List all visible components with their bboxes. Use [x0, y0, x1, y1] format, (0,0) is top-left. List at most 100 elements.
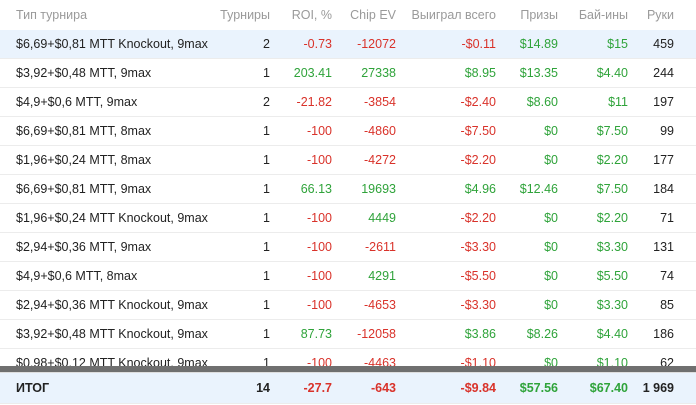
cell-prizes: $8.60 [496, 87, 558, 117]
table-body: $6,69+$0,81 MTT Knockout, 9max 2 -0.73 -120… [0, 30, 696, 378]
cell-chip-ev: -4653 [332, 290, 396, 320]
cell-won-total: -$2.40 [396, 87, 496, 117]
cell-prizes: $0 [496, 232, 558, 262]
horizontal-scrollbar[interactable] [0, 366, 696, 372]
cell-prizes: $13.35 [496, 58, 558, 88]
cell-chip-ev: -4860 [332, 116, 396, 146]
cell-tournaments: 1 [212, 232, 270, 262]
cell-roi: -100 [270, 116, 332, 146]
cell-hands: 131 [628, 232, 696, 262]
cell-buyins: $11 [558, 87, 628, 117]
totals-won-total: -$9.84 [396, 372, 496, 404]
cell-buyins: $4.40 [558, 58, 628, 88]
cell-tournaments: 1 [212, 290, 270, 320]
col-header-tournaments[interactable]: Турниры [220, 8, 270, 22]
cell-buyins: $15 [558, 30, 628, 59]
col-header-roi[interactable]: ROI, % [291, 8, 332, 22]
cell-won-total: -$5.50 [396, 261, 496, 291]
cell-hands: 184 [628, 174, 696, 204]
cell-chip-ev: 27338 [332, 58, 396, 88]
cell-hands: 186 [628, 319, 696, 349]
cell-roi: -100 [270, 232, 332, 262]
cell-roi: 87.73 [270, 319, 332, 349]
cell-tournaments: 1 [212, 145, 270, 175]
totals-chip-ev: -643 [332, 372, 396, 404]
cell-type: $6,69+$0,81 MTT, 8max [0, 116, 212, 146]
cell-buyins: $3.30 [558, 290, 628, 320]
table-row[interactable]: $4,9+$0,6 MTT, 8max 1 -100 4291 -$5.50 $0 $5.5… [0, 261, 696, 291]
cell-buyins: $2.20 [558, 203, 628, 233]
cell-type: $1,96+$0,24 MTT Knockout, 9max [0, 203, 212, 233]
cell-chip-ev: 19693 [332, 174, 396, 204]
cell-hands: 74 [628, 261, 696, 291]
cell-prizes: $12.46 [496, 174, 558, 204]
cell-tournaments: 2 [212, 87, 270, 117]
cell-prizes: $0 [496, 290, 558, 320]
cell-buyins: $3.30 [558, 232, 628, 262]
cell-buyins: $4.40 [558, 319, 628, 349]
cell-chip-ev: -3854 [332, 87, 396, 117]
cell-type: $1,96+$0,24 MTT, 8max [0, 145, 212, 175]
table-row[interactable]: $6,69+$0,81 MTT Knockout, 9max 2 -0.73 -120… [0, 30, 696, 59]
totals-label: ИТОГ [0, 372, 212, 404]
cell-buyins: $2.20 [558, 145, 628, 175]
totals-hands: 1 969 [628, 372, 696, 404]
col-header-prizes[interactable]: Призы [520, 8, 558, 22]
cell-prizes: $0 [496, 145, 558, 175]
cell-chip-ev: -12058 [332, 319, 396, 349]
cell-hands: 85 [628, 290, 696, 320]
cell-type: $2,94+$0,36 MTT, 9max [0, 232, 212, 262]
col-header-won-total[interactable]: Выиграл всего [411, 8, 496, 22]
cell-buyins: $7.50 [558, 174, 628, 204]
cell-chip-ev: -4272 [332, 145, 396, 175]
table-row[interactable]: $2,94+$0,36 MTT, 9max 1 -100 -2611 -$3.30 $0 $… [0, 232, 696, 262]
cell-chip-ev: -12072 [332, 30, 396, 59]
tournament-table: Тип турнира Турниры ROI, % Chip EV Выигр… [0, 0, 696, 378]
col-header-chip-ev[interactable]: Chip EV [350, 8, 396, 22]
cell-hands: 99 [628, 116, 696, 146]
cell-tournaments: 1 [212, 116, 270, 146]
cell-type: $6,69+$0,81 MTT, 9max [0, 174, 212, 204]
cell-buyins: $7.50 [558, 116, 628, 146]
cell-chip-ev: -2611 [332, 232, 396, 262]
totals-roi: -27.7 [270, 372, 332, 404]
cell-roi: -100 [270, 145, 332, 175]
cell-roi: -21.82 [270, 87, 332, 117]
table-header: Тип турнира Турниры ROI, % Chip EV Выигр… [0, 0, 696, 30]
cell-prizes: $0 [496, 116, 558, 146]
cell-won-total: -$3.30 [396, 232, 496, 262]
cell-prizes: $0 [496, 261, 558, 291]
cell-tournaments: 2 [212, 30, 270, 59]
totals-buyins: $67.40 [558, 372, 628, 404]
table-row[interactable]: $3,92+$0,48 MTT Knockout, 9max 1 87.73 -120… [0, 319, 696, 349]
cell-type: $2,94+$0,36 MTT Knockout, 9max [0, 290, 212, 320]
cell-won-total: $3.86 [396, 319, 496, 349]
table-row[interactable]: $1,96+$0,24 MTT Knockout, 9max 1 -100 4449-… [0, 203, 696, 233]
table-row[interactable]: $6,69+$0,81 MTT, 9max 1 66.13 19693 $4.96 $12… [0, 174, 696, 204]
cell-hands: 197 [628, 87, 696, 117]
cell-roi: -0.73 [270, 30, 332, 59]
col-header-hands[interactable]: Руки [646, 8, 674, 22]
col-header-type[interactable]: Тип турнира [16, 8, 88, 22]
cell-tournaments: 1 [212, 174, 270, 204]
cell-chip-ev: 4449 [332, 203, 396, 233]
table-row[interactable]: $3,92+$0,48 MTT, 9max 1 203.41 27338 $8.95 $1… [0, 58, 696, 88]
cell-won-total: $8.95 [396, 58, 496, 88]
col-header-buyins[interactable]: Бай-ины [578, 8, 628, 22]
cell-roi: -100 [270, 261, 332, 291]
cell-won-total: -$3.30 [396, 290, 496, 320]
cell-chip-ev: 4291 [332, 261, 396, 291]
cell-tournaments: 1 [212, 261, 270, 291]
totals-row: ИТОГ 14 -27.7 -643 -$9.84 $57.56 $67.40 … [0, 372, 696, 404]
cell-roi: 66.13 [270, 174, 332, 204]
cell-prizes: $8.26 [496, 319, 558, 349]
cell-type: $3,92+$0,48 MTT, 9max [0, 58, 212, 88]
table-row[interactable]: $4,9+$0,6 MTT, 9max 2 -21.82 -3854 -$2.40 $8.… [0, 87, 696, 117]
cell-buyins: $5.50 [558, 261, 628, 291]
table-row[interactable]: $2,94+$0,36 MTT Knockout, 9max 1 -100 -4653… [0, 290, 696, 320]
table-row[interactable]: $1,96+$0,24 MTT, 8max 1 -100 -4272 -$2.20 $0 $… [0, 145, 696, 175]
cell-tournaments: 1 [212, 58, 270, 88]
table-row[interactable]: $6,69+$0,81 MTT, 8max 1 -100 -4860 -$7.50 $0 $… [0, 116, 696, 146]
cell-won-total: -$0.11 [396, 30, 496, 59]
cell-hands: 71 [628, 203, 696, 233]
